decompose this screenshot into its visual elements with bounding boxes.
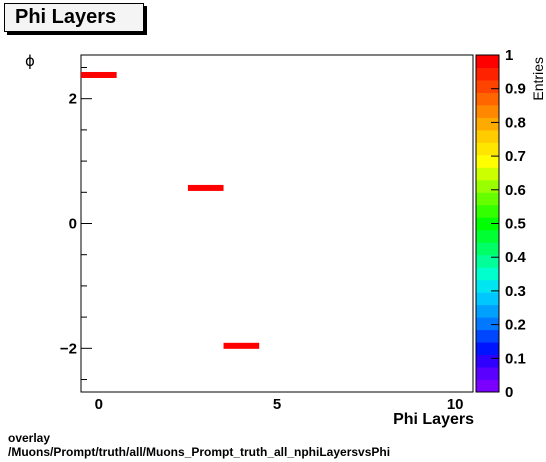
palette-swatch — [476, 192, 499, 206]
palette-swatch — [476, 267, 499, 281]
palette-swatch — [476, 317, 499, 331]
y-tick-label: −2 — [60, 340, 77, 357]
palette-tick-label: 1 — [505, 47, 513, 64]
x-axis-label: Phi Layers — [393, 411, 474, 428]
palette-tick-label: 0.5 — [505, 216, 526, 233]
palette-swatch — [476, 154, 499, 168]
palette-swatch — [476, 329, 499, 343]
palette-swatch — [476, 304, 499, 318]
palette-swatch — [476, 92, 499, 106]
palette-tick-label: 0 — [505, 384, 513, 401]
plot-frame — [80, 54, 474, 393]
palette-swatch — [476, 79, 499, 93]
palette-swatch — [476, 204, 499, 218]
y-axis-label: ϕ — [25, 52, 35, 70]
palette-tick-label: 0.9 — [505, 81, 526, 98]
y-tick-label: 0 — [69, 216, 77, 233]
palette-swatch — [476, 104, 499, 118]
footer-histogram-path: /Muons/Prompt/truth/all/Muons_Prompt_tru… — [8, 445, 391, 459]
palette-tick-label: 0.1 — [505, 350, 526, 367]
x-tick-label: 0 — [95, 396, 103, 413]
x-tick-label: 5 — [273, 396, 281, 413]
palette-axis-label: Entries — [530, 57, 546, 101]
x-tick-label: 10 — [447, 396, 464, 413]
palette-tick-label: 0.3 — [505, 283, 526, 300]
palette-swatch — [476, 229, 499, 243]
footer-overlay-label: overlay — [8, 431, 51, 445]
palette-swatch — [476, 254, 499, 268]
palette-swatch — [476, 67, 499, 81]
palette-tick-label: 0.8 — [505, 114, 526, 131]
heatmap-cell — [81, 71, 117, 78]
palette-swatch — [476, 55, 499, 68]
palette-tick-label: 0.6 — [505, 182, 526, 199]
palette-swatch — [476, 217, 499, 231]
palette-swatch — [476, 242, 499, 256]
chart-title: Phi Layers — [4, 3, 144, 32]
palette-swatch — [476, 292, 499, 306]
palette-tick-label: 0.7 — [505, 148, 526, 165]
palette-swatch — [476, 342, 499, 356]
palette-swatch — [476, 354, 499, 368]
palette-tick-label: 0.4 — [505, 249, 527, 266]
heatmap-cell — [187, 184, 224, 191]
heatmap-cell — [223, 342, 260, 349]
palette-tick-label: 0.2 — [505, 317, 526, 334]
palette-swatch — [476, 179, 499, 193]
palette-swatch — [476, 129, 499, 143]
palette-swatch — [476, 117, 499, 131]
palette-swatch — [476, 167, 499, 181]
palette-swatch — [476, 379, 499, 393]
y-tick-label: 2 — [69, 91, 77, 108]
palette-swatch — [476, 142, 499, 156]
palette-swatch — [476, 279, 499, 293]
palette-swatch — [476, 367, 499, 381]
